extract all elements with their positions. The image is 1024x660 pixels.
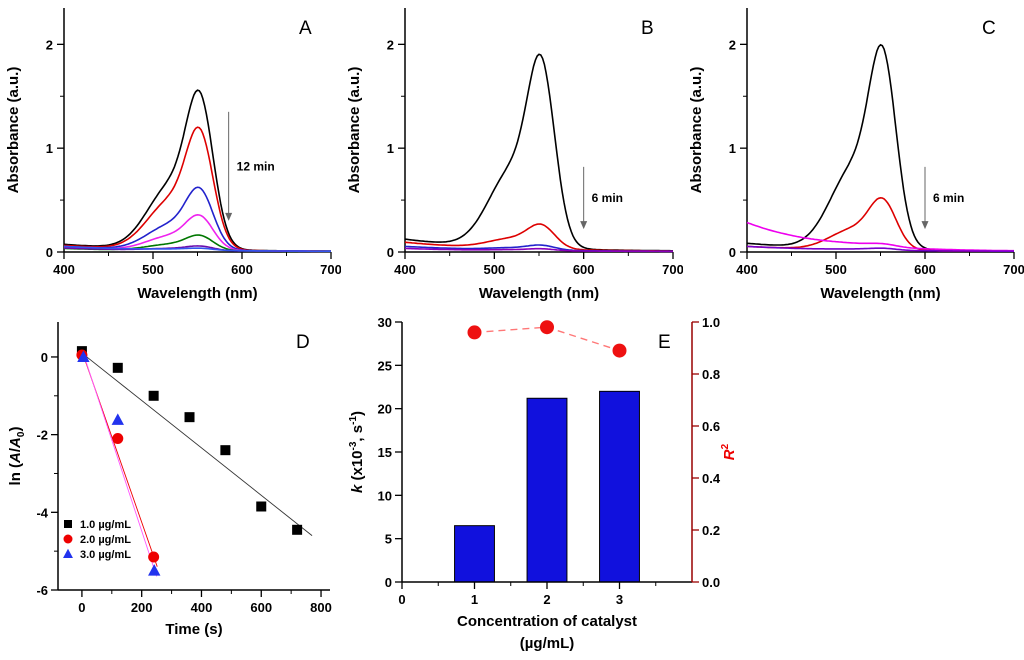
svg-text:700: 700 bbox=[662, 262, 683, 277]
svg-text:700: 700 bbox=[1003, 262, 1024, 277]
panel-c-uvvis-chart: 400 500 600 700 0 1 2 Wavelength (nm) Absorbance… bbox=[683, 0, 1024, 308]
legend-entry: 3.0 µg/mL bbox=[80, 549, 131, 561]
time-annotation: 6 min bbox=[592, 191, 623, 205]
svg-text:1: 1 bbox=[387, 141, 394, 156]
svg-text:Concentration of catalyst: Concentration of catalyst bbox=[457, 613, 637, 630]
svg-text:-2: -2 bbox=[36, 428, 48, 443]
legend-entry: 2.0 µg/mL bbox=[80, 534, 131, 546]
time-annotation: 12 min bbox=[237, 159, 275, 173]
svg-text:600: 600 bbox=[914, 262, 936, 277]
svg-text:600: 600 bbox=[573, 262, 595, 277]
panel-letter: A bbox=[299, 18, 312, 39]
panel-letter: B bbox=[641, 18, 654, 39]
svg-text:0.6: 0.6 bbox=[702, 419, 720, 434]
svg-text:Absorbance (a.u.): Absorbance (a.u.) bbox=[5, 67, 22, 194]
svg-text:0.2: 0.2 bbox=[702, 523, 720, 538]
panel-e-svg: 0 1 2 30510152025300.00.20.40.60.81.0Concen… bbox=[348, 315, 738, 652]
svg-text:ln (A/A0): ln (A/A0) bbox=[7, 427, 27, 486]
svg-text:400: 400 bbox=[191, 600, 213, 615]
svg-text:1: 1 bbox=[729, 141, 736, 156]
legend-entry: 1.0 µg/mL bbox=[80, 519, 131, 531]
time-annotation: 6 min bbox=[933, 191, 964, 205]
svg-text:10: 10 bbox=[378, 488, 392, 503]
svg-text:200: 200 bbox=[131, 600, 153, 615]
svg-text:600: 600 bbox=[231, 262, 253, 277]
svg-text:1: 1 bbox=[471, 592, 478, 607]
panel-d-kinetics-chart: 0 200 400 600 800 0 -2 -4 -6 Time (s) ln (A/A0) 1.0… bbox=[4, 312, 342, 642]
panel-letter: E bbox=[658, 332, 671, 353]
panel-a-svg: 400 500 600 700 0 1 2 Wavelength (nm) Absorbance… bbox=[5, 8, 342, 302]
svg-text:500: 500 bbox=[825, 262, 847, 277]
svg-text:3: 3 bbox=[616, 592, 623, 607]
svg-text:800: 800 bbox=[310, 600, 332, 615]
panel-e-rate-bar-chart: 0 1 2 3 0 5 10 15 20 25 30 0.0 0.2 0.4 0.6 0.8 1.0 Concen… bbox=[346, 312, 746, 660]
svg-text:0: 0 bbox=[398, 592, 405, 607]
svg-text:0: 0 bbox=[385, 575, 392, 590]
svg-text:R2: R2 bbox=[720, 443, 738, 460]
svg-text:-6: -6 bbox=[36, 583, 48, 598]
panel-b-uvvis-chart: 400 500 600 700 0 1 2 Wavelength (nm) Absorbance… bbox=[341, 0, 684, 308]
svg-text:0.4: 0.4 bbox=[702, 471, 721, 486]
svg-text:k (x10-3, s-1): k (x10-3, s-1) bbox=[348, 411, 366, 493]
svg-text:1.0: 1.0 bbox=[702, 315, 720, 330]
svg-text:2: 2 bbox=[46, 37, 53, 52]
panel-letter: D bbox=[296, 332, 310, 353]
svg-text:Wavelength (nm): Wavelength (nm) bbox=[479, 285, 599, 302]
panel-letter: C bbox=[982, 18, 996, 39]
svg-text:400: 400 bbox=[736, 262, 758, 277]
svg-text:500: 500 bbox=[483, 262, 505, 277]
svg-text:2: 2 bbox=[543, 592, 550, 607]
svg-text:0: 0 bbox=[46, 245, 53, 260]
svg-text:0: 0 bbox=[41, 350, 48, 365]
svg-text:-4: -4 bbox=[36, 505, 48, 520]
svg-text:0: 0 bbox=[387, 245, 394, 260]
panel-b-svg: 400 500 600 700 0 1 2 Wavelength (nm) Absorbance… bbox=[346, 8, 684, 302]
svg-text:30: 30 bbox=[378, 315, 392, 330]
svg-text:Time (s): Time (s) bbox=[165, 621, 222, 638]
svg-text:0: 0 bbox=[78, 600, 85, 615]
svg-text:Wavelength (nm): Wavelength (nm) bbox=[137, 285, 257, 302]
svg-text:500: 500 bbox=[142, 262, 164, 277]
svg-text:2: 2 bbox=[729, 37, 736, 52]
svg-text:Wavelength (nm): Wavelength (nm) bbox=[820, 285, 940, 302]
svg-text:5: 5 bbox=[385, 532, 392, 547]
svg-text:600: 600 bbox=[250, 600, 272, 615]
svg-text:2: 2 bbox=[387, 37, 394, 52]
panel-c-svg: 400 500 600 700 0 1 2 Wavelength (nm) Absorbance… bbox=[688, 8, 1024, 302]
svg-text:0: 0 bbox=[729, 245, 736, 260]
panel-a-uvvis-chart: 400 500 600 700 0 1 2 Wavelength (nm) Absorbance… bbox=[0, 0, 342, 308]
svg-text:Absorbance (a.u.): Absorbance (a.u.) bbox=[688, 67, 705, 194]
svg-text:400: 400 bbox=[53, 262, 75, 277]
svg-text:(µg/mL): (µg/mL) bbox=[520, 635, 574, 652]
svg-text:400: 400 bbox=[394, 262, 416, 277]
svg-text:700: 700 bbox=[320, 262, 341, 277]
panel-d-svg: 0 200 400 600 800 0 -2 -4 -6 Time (s) ln (A/A0) 1.0… bbox=[7, 322, 332, 638]
svg-text:Absorbance (a.u.): Absorbance (a.u.) bbox=[346, 67, 363, 194]
svg-text:20: 20 bbox=[378, 402, 392, 417]
svg-text:15: 15 bbox=[378, 445, 392, 460]
svg-text:25: 25 bbox=[378, 358, 392, 373]
svg-text:0.0: 0.0 bbox=[702, 575, 720, 590]
svg-text:0.8: 0.8 bbox=[702, 367, 720, 382]
svg-text:1: 1 bbox=[46, 141, 53, 156]
